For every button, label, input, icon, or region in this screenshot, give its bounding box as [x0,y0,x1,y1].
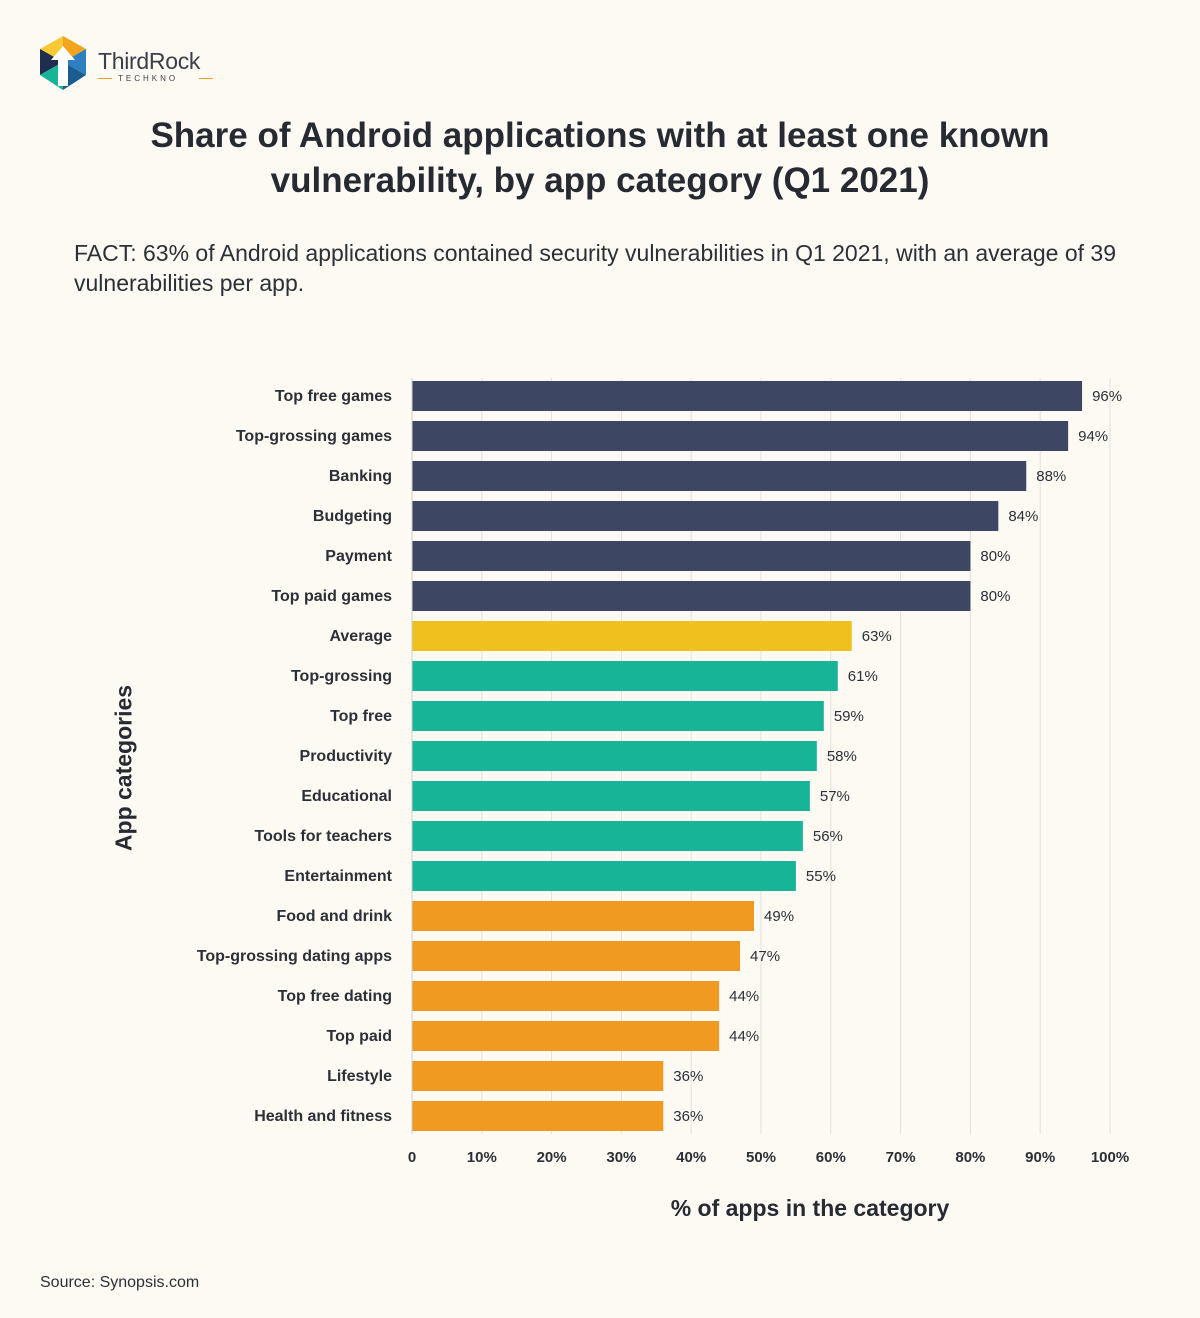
bar [412,621,852,651]
value-label: 84% [1008,508,1038,525]
category-label: Entertainment [284,868,392,885]
value-label: 47% [750,948,780,965]
category-label: Food and drink [276,908,392,925]
brand-name: ThirdRock [98,48,201,74]
bar [412,741,817,771]
category-label: Budgeting [313,508,392,525]
bar [412,941,741,971]
source-text: Source: Synopsis.com [40,1274,200,1291]
tagline-line-left [98,78,112,79]
category-label: Top paid [327,1028,392,1045]
x-tick-label: 30% [606,1149,636,1166]
value-label: 80% [980,548,1010,565]
value-label: 59% [834,708,864,725]
value-label: 96% [1092,388,1122,405]
bar [412,381,1083,411]
bar [412,1101,664,1131]
x-tick-label: 100% [1091,1149,1129,1166]
bar [412,821,803,851]
bar [412,1061,664,1091]
value-label: 57% [820,788,850,805]
brand-tagline: TECHKNO [118,74,179,83]
x-tick-label: 50% [746,1149,776,1166]
fact-text: FACT: 63% of Android applications contai… [74,240,1117,296]
category-label: Banking [329,468,392,485]
x-tick-label: 60% [816,1149,846,1166]
x-tick-label: 20% [537,1149,567,1166]
x-tick-label: 70% [886,1149,916,1166]
category-label: Payment [325,548,392,565]
bar [412,981,720,1011]
category-label: Top free dating [278,988,392,1005]
value-label: 36% [673,1068,703,1085]
category-label: Top paid games [271,588,392,605]
value-label: 94% [1078,428,1108,445]
value-label: 61% [848,668,878,685]
x-tick-label: 10% [467,1149,497,1166]
value-label: 44% [729,988,759,1005]
x-axis-label: % of apps in the category [670,1195,950,1221]
category-label: Tools for teachers [254,828,392,845]
bar [412,421,1069,451]
hexagon-arrow-icon [40,36,86,90]
value-label: 63% [862,628,892,645]
value-label: 58% [827,748,857,765]
value-label: 49% [764,908,794,925]
bar [412,781,810,811]
category-label: Top-grossing dating apps [197,948,392,965]
x-tick-label: 90% [1025,1149,1055,1166]
value-label: 88% [1036,468,1066,485]
bar [412,901,755,931]
bar [412,861,796,891]
bar [412,581,971,611]
value-label: 80% [980,588,1010,605]
category-label: Top free games [275,388,392,405]
bar [412,1021,720,1051]
category-label: Top-grossing games [236,428,392,445]
brand-logo: ThirdRock TECHKNO [34,34,224,96]
x-tick-label: 40% [676,1149,706,1166]
bar [412,461,1027,491]
chart-title: Share of Android applications with at le… [150,116,1050,200]
y-axis-label: App categories [110,684,137,852]
category-label: Top-grossing [291,668,392,685]
category-label: Lifestyle [327,1068,392,1085]
bar [412,701,824,731]
category-label: Health and fitness [254,1108,392,1125]
category-label: Productivity [300,748,393,765]
x-tick-label: 0 [408,1149,416,1166]
bar [412,661,838,691]
tagline-line-right [199,78,213,79]
bar [412,501,999,531]
category-label: Average [329,628,392,645]
category-label: Top free [330,708,392,725]
category-label: Educational [301,788,392,805]
x-tick-label: 80% [955,1149,985,1166]
value-label: 44% [729,1028,759,1045]
value-label: 55% [806,868,836,885]
value-label: 36% [673,1108,703,1125]
bar [412,541,971,571]
value-label: 56% [813,828,843,845]
